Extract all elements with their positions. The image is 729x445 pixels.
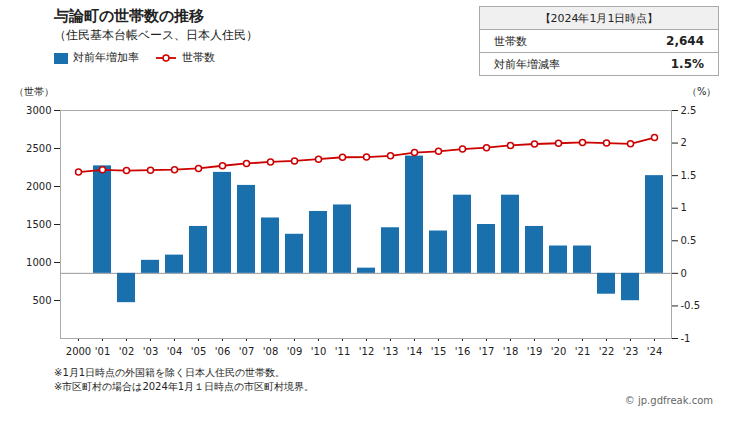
svg-text:1500: 1500 — [26, 219, 51, 230]
svg-text:0.5: 0.5 — [681, 235, 697, 246]
svg-text:2000: 2000 — [66, 346, 91, 357]
svg-text:'06: '06 — [215, 346, 230, 357]
svg-text:1: 1 — [681, 202, 687, 213]
html-text:※市区町村の場合は2024年1月１日時点の市区町村境界。: ※市区町村の場合は2024年1月１日時点の市区町村境界。 — [54, 381, 315, 392]
html-text:（住民基本台帳ベース、日本人住民）: （住民基本台帳ベース、日本人住民） — [54, 28, 258, 42]
svg-text:'15: '15 — [431, 346, 446, 357]
html-text:2,644: 2,644 — [666, 34, 704, 48]
svg-text:'18: '18 — [503, 346, 518, 357]
svg-text:'08: '08 — [263, 346, 278, 357]
svg-text:'22: '22 — [599, 346, 614, 357]
svg-text:'01: '01 — [95, 346, 110, 357]
svg-text:2500: 2500 — [26, 143, 51, 154]
svg-text:0: 0 — [681, 268, 687, 279]
svg-text:'05: '05 — [191, 346, 206, 357]
svg-text:'04: '04 — [167, 346, 182, 357]
svg-text:-1: -1 — [681, 333, 691, 344]
html-text:対前年増加率: 対前年増加率 — [73, 51, 139, 64]
html-text:与論町の世帯数の推移: 与論町の世帯数の推移 — [54, 7, 204, 25]
html-text:© jp.gdfreak.com: © jp.gdfreak.com — [624, 395, 713, 406]
svg-text:'13: '13 — [383, 346, 398, 357]
svg-text:'12: '12 — [359, 346, 374, 357]
svg-text:-0.5: -0.5 — [681, 300, 701, 311]
svg-text:'20: '20 — [551, 346, 566, 357]
svg-text:'19: '19 — [527, 346, 542, 357]
svg-text:'24: '24 — [647, 346, 662, 357]
html-text:対前年増減率: 対前年増減率 — [494, 57, 560, 71]
svg-text:'21: '21 — [575, 346, 590, 357]
svg-text:2: 2 — [681, 137, 687, 148]
svg-text:'23: '23 — [623, 346, 638, 357]
html-text:1.5%: 1.5% — [670, 57, 704, 71]
svg-text:1000: 1000 — [26, 257, 51, 268]
html-text:世帯数: 世帯数 — [182, 51, 215, 64]
svg-text:（世帯）: （世帯） — [14, 86, 54, 97]
svg-text:（%）: （%） — [687, 86, 717, 97]
html-text:【2024年1月1日時点】: 【2024年1月1日時点】 — [539, 11, 659, 25]
svg-text:'11: '11 — [335, 346, 350, 357]
svg-text:'14: '14 — [407, 346, 422, 357]
svg-text:'16: '16 — [455, 346, 470, 357]
svg-text:2.5: 2.5 — [681, 105, 697, 116]
svg-text:'17: '17 — [479, 346, 494, 357]
svg-text:1.5: 1.5 — [681, 170, 697, 181]
svg-text:'03: '03 — [143, 346, 158, 357]
html-text:※1月1日時点の外国籍を除く日本人住民の世帯数。: ※1月1日時点の外国籍を除く日本人住民の世帯数。 — [54, 367, 286, 378]
svg-text:'07: '07 — [239, 346, 254, 357]
svg-text:'10: '10 — [311, 346, 326, 357]
svg-text:'02: '02 — [119, 346, 134, 357]
svg-text:500: 500 — [32, 295, 51, 306]
svg-text:3000: 3000 — [26, 105, 51, 116]
html-text:世帯数: 世帯数 — [494, 34, 527, 48]
svg-text:2000: 2000 — [26, 181, 51, 192]
svg-text:'09: '09 — [287, 346, 302, 357]
